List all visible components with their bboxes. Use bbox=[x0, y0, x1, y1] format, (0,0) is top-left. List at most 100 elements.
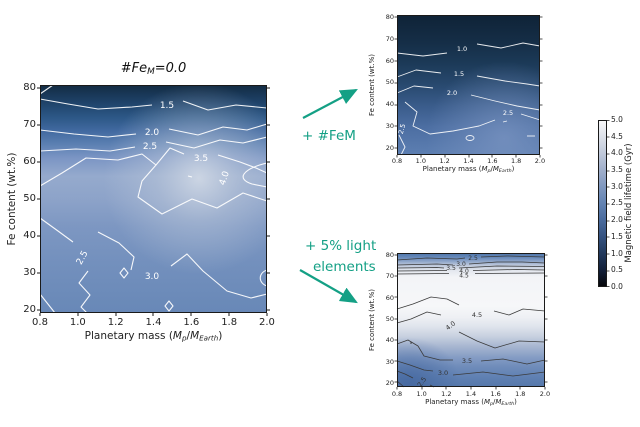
x-tick-label: 2.0 bbox=[539, 390, 551, 398]
xlabel-subscript: Earth bbox=[501, 401, 515, 407]
fem-contour-lines bbox=[396, 42, 541, 156]
fem-y-tick-labels: 80 70 60 50 40 30 20 bbox=[378, 13, 394, 152]
light-elements-arrow-label: + 5% light elements bbox=[305, 236, 376, 278]
x-tick-label: 1.6 bbox=[487, 157, 498, 165]
xlabel-math: M bbox=[172, 330, 182, 342]
light-plot-area: 2.5 3.0 3.5 4.0 4.5 4.5 4.0 3.5 3.0 2.5 bbox=[394, 253, 548, 390]
contour-label: 3.5 bbox=[194, 154, 208, 164]
light-plot-spines bbox=[397, 253, 545, 387]
y-tick-label: 60 bbox=[385, 56, 394, 65]
contour-label: 3.0 bbox=[456, 261, 466, 268]
x-tick-label: 1.8 bbox=[221, 317, 238, 328]
colorbar-tick-label: 0.5 bbox=[611, 265, 623, 275]
x-tick-label: 1.2 bbox=[441, 390, 452, 398]
xlabel-text: ) bbox=[218, 330, 223, 342]
light-y-tick-labels: 80 70 60 50 40 30 20 bbox=[378, 251, 394, 387]
xlabel-text: Planetary mass ( bbox=[422, 165, 482, 173]
y-tick-label: 50 bbox=[385, 78, 394, 87]
x-tick-label: 1.0 bbox=[69, 317, 86, 328]
contour-label: 1.0 bbox=[457, 45, 467, 53]
contour-label: 2.0 bbox=[145, 128, 160, 138]
xlabel-text: Planetary mass ( bbox=[425, 398, 484, 406]
y-tick-label: 20 bbox=[385, 378, 394, 387]
xlabel-math: M bbox=[481, 165, 488, 173]
main-contour-lines bbox=[39, 84, 268, 314]
fem-arrow bbox=[302, 88, 358, 119]
title-text: #Fe bbox=[120, 61, 148, 76]
fem-x-tick-labels: 0.8 1.0 1.2 1.4 1.6 1.8 2.0 bbox=[387, 157, 550, 165]
y-tick-label: 20 bbox=[23, 304, 36, 315]
light-elements-label-line1: + 5% light bbox=[305, 238, 377, 254]
xlabel-subscript: Earth bbox=[199, 333, 219, 343]
y-tick-label: 60 bbox=[385, 293, 394, 302]
colorbar-axis-label: Magnetic field lifetime (Gyr) bbox=[624, 143, 634, 263]
colorbar-tick-label: 3.5 bbox=[611, 165, 623, 175]
xlabel-text: ) bbox=[514, 398, 517, 406]
y-tick-label: 70 bbox=[23, 119, 36, 130]
contour-label: 3.0 bbox=[145, 272, 160, 282]
light-contour-plot: 2.5 3.0 3.5 4.0 4.5 4.5 4.0 3.5 3.0 2.5 bbox=[394, 253, 548, 390]
y-tick-label: 80 bbox=[23, 82, 36, 93]
y-tick-label: 50 bbox=[385, 314, 394, 323]
y-tick-label: 30 bbox=[385, 357, 394, 366]
x-tick-label: 1.2 bbox=[439, 157, 450, 165]
contour-label: 4.0 bbox=[218, 170, 232, 187]
colorbar-tick-label: 2.0 bbox=[611, 215, 623, 225]
y-tick-label: 40 bbox=[385, 336, 394, 345]
light-heatmap-shadow bbox=[397, 253, 545, 387]
xlabel-text: / bbox=[490, 165, 493, 173]
fem-arrow-label: + #FeM bbox=[302, 128, 356, 144]
contour-label: 1.5 bbox=[160, 101, 174, 111]
y-tick-label: 60 bbox=[23, 156, 36, 167]
main-plot-title: #FeM=0.0 bbox=[40, 61, 267, 77]
main-axis-ticks bbox=[37, 87, 270, 316]
xlabel-math: M bbox=[483, 398, 490, 406]
colorbar-tick-label: 4.5 bbox=[611, 131, 623, 141]
colorbar-ramp bbox=[598, 120, 607, 287]
fem-contour-plot: 1.0 1.5 2.0 2.5 2.5 bbox=[394, 15, 543, 158]
contour-label: 4.0 bbox=[459, 268, 469, 275]
colorbar-gradient bbox=[598, 120, 610, 287]
x-tick-label: 1.4 bbox=[465, 390, 477, 398]
colorbar-tick-label: 1.5 bbox=[611, 231, 623, 241]
colorbar-tick-label: 3.0 bbox=[611, 181, 623, 191]
y-tick-label: 30 bbox=[385, 122, 394, 131]
colorbar-ticks bbox=[607, 120, 610, 287]
x-tick-label: 1.4 bbox=[463, 157, 474, 165]
main-plot-spines bbox=[40, 85, 267, 313]
contour-label: 3.5 bbox=[446, 265, 456, 272]
colorbar-tick-label: 0.0 bbox=[611, 281, 623, 291]
x-tick-label: 1.4 bbox=[145, 317, 162, 328]
contour-label: 2.5 bbox=[143, 142, 157, 152]
xlabel-text: / bbox=[186, 330, 191, 342]
contour-label: 2.5 bbox=[503, 109, 513, 117]
colorbar-tick-label: 4.0 bbox=[611, 148, 623, 158]
x-tick-label: 0.8 bbox=[391, 157, 403, 165]
light-contour-lines bbox=[396, 255, 546, 388]
xlabel-math: M bbox=[492, 165, 499, 173]
xlabel-subscript: p bbox=[487, 168, 491, 174]
xlabel-text: ) bbox=[511, 165, 515, 173]
xlabel-subscript: p bbox=[489, 401, 493, 407]
xlabel-subscript: p bbox=[181, 333, 187, 343]
title-text: =0.0 bbox=[154, 61, 187, 76]
xlabel-text: Planetary mass ( bbox=[84, 330, 173, 342]
xlabel-math: M bbox=[190, 330, 200, 342]
main-contour-plot: 1.5 2.0 2.5 3.5 4.0 2.5 3.0 bbox=[37, 84, 270, 316]
xlabel-subscript: Earth bbox=[498, 168, 512, 174]
contour-label: 4.5 bbox=[472, 311, 482, 319]
x-tick-label: 0.8 bbox=[391, 390, 403, 398]
fem-plot-area: 1.0 1.5 2.0 2.5 2.5 bbox=[394, 15, 543, 158]
fem-axis-ticks bbox=[394, 16, 543, 158]
y-tick-label: 40 bbox=[23, 230, 36, 241]
main-y-tick-labels: 80 70 60 50 40 30 20 bbox=[14, 83, 36, 315]
contour-label: 1.5 bbox=[454, 70, 464, 78]
x-tick-label: 1.0 bbox=[415, 157, 426, 165]
main-plot-area: 1.5 2.0 2.5 3.5 4.0 2.5 3.0 bbox=[37, 84, 270, 316]
x-tick-label: 1.8 bbox=[510, 157, 522, 165]
y-tick-label: 40 bbox=[385, 100, 394, 109]
light-x-tick-labels: 0.8 1.0 1.2 1.4 1.6 1.8 2.0 bbox=[387, 390, 555, 398]
x-tick-label: 1.0 bbox=[416, 390, 427, 398]
light-elements-label-line2: elements bbox=[313, 259, 376, 275]
title-subscript: M bbox=[147, 66, 155, 77]
